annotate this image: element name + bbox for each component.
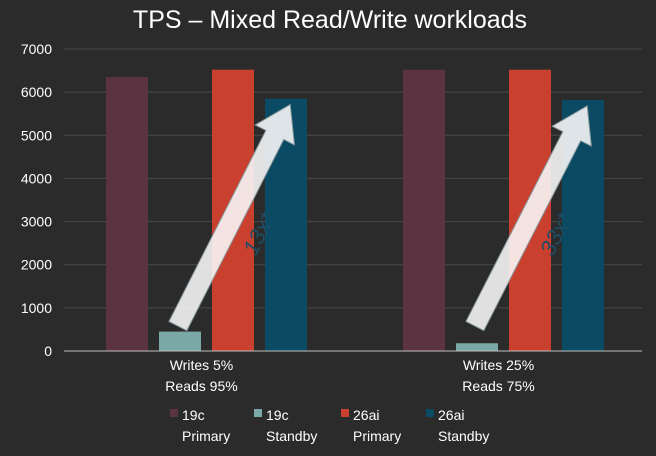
y-tick-label: 3000: [21, 214, 52, 230]
bar: [106, 77, 148, 352]
chart-title: TPS – Mixed Read/Write workloads: [133, 6, 527, 34]
legend-label: 19c Standby: [266, 407, 317, 444]
y-tick-label: 5000: [21, 127, 52, 143]
legend-label: 26ai Primary: [353, 407, 401, 444]
legend-swatch: [254, 409, 262, 417]
bar: [456, 343, 498, 351]
y-tick-label: 6000: [21, 84, 52, 100]
y-axis-ticks: 0 1000 2000 3000 4000 5000 6000 7000: [21, 41, 52, 359]
gridlines: [64, 48, 642, 309]
legend-swatch: [170, 409, 178, 417]
y-tick-label: 0: [44, 343, 52, 359]
x-axis-ticks: Writes 5% Reads 95% Writes 25% Reads 75%: [165, 357, 534, 394]
arrow-shape: [465, 105, 592, 332]
y-tick-label: 2000: [21, 257, 52, 273]
y-tick-label: 4000: [21, 170, 52, 186]
y-tick-label: 7000: [21, 41, 52, 57]
y-tick-label: 1000: [21, 300, 52, 316]
legend-swatch: [341, 409, 349, 417]
bar: [159, 331, 201, 351]
legend-label: 26ai Standby: [438, 407, 489, 444]
legend-label: 19c Primary: [182, 407, 230, 444]
legend-swatch: [426, 409, 434, 417]
x-tick-label: Writes 25% Reads 75%: [462, 357, 534, 394]
bars: [106, 69, 604, 352]
x-tick-label: Writes 5% Reads 95%: [165, 357, 237, 394]
arrow-shape: [168, 103, 296, 332]
legend: 19c Primary 19c Standby 26ai Primary 26ai Stand…: [170, 407, 489, 444]
bar: [403, 69, 445, 352]
